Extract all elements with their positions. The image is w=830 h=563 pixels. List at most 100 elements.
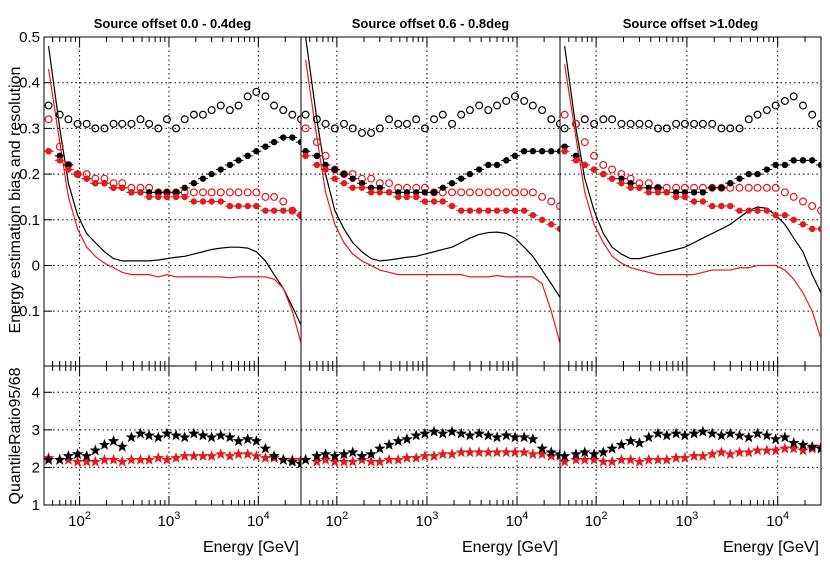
ratio-star-black [268, 450, 280, 462]
resolution-point-red-filled [439, 198, 446, 205]
resolution-point-red-open [279, 197, 288, 206]
resolution-point-black-filled [412, 189, 420, 196]
ratio-star-black [482, 429, 495, 441]
resolution-point-black-filled [699, 189, 707, 196]
ratio-star-black [215, 429, 227, 441]
resolution-point-black-filled [376, 184, 384, 191]
resolution-point-red-filled [645, 189, 652, 196]
resolution-point-black-filled [430, 189, 438, 196]
x-tick-label: 104 [766, 510, 789, 530]
resolution-point-red-open [599, 160, 608, 169]
ratio-star-black [401, 433, 413, 445]
x-tick-exponent: 3 [432, 510, 438, 522]
resolution-point-red-filled [590, 166, 598, 173]
ratio-star-black [455, 427, 467, 439]
resolution-point-black-filled [493, 161, 501, 169]
ratio-star-black [197, 429, 209, 441]
resolution-point-black-open [708, 119, 717, 128]
ratio-star-red [215, 448, 227, 460]
x-tick-label: 104 [506, 510, 529, 530]
resolution-point-black-filled [681, 189, 689, 196]
resolution-point-black-open [735, 124, 744, 133]
resolution-point-red-open [808, 202, 817, 211]
resolution-point-black-open [109, 119, 118, 128]
resolution-point-black-filled [466, 170, 474, 178]
y-tick-label: 0.3 [19, 120, 40, 137]
resolution-point-red-filled [340, 180, 348, 187]
ratio-star-black [688, 427, 700, 439]
resolution-point-red-open [780, 188, 789, 197]
resolution-point-red-filled [244, 202, 251, 210]
bottom-plot-data [44, 427, 301, 469]
ratio-star-red [688, 450, 700, 462]
ratio-star-red [338, 455, 350, 467]
ratio-star-black [787, 437, 800, 448]
resolution-point-black-open [484, 106, 493, 115]
resolution-point-red-filled [302, 152, 309, 160]
ratio-star-red [733, 446, 746, 458]
ratio-star-black [419, 427, 431, 439]
ratio-star-red [697, 450, 709, 462]
panel-title: Source offset 0.6 - 0.8deg [352, 16, 510, 31]
ratio-star-red [761, 444, 773, 456]
ratio-star-black [606, 442, 618, 454]
resolution-point-black-open [216, 101, 225, 110]
resolution-point-red-filled [280, 207, 287, 214]
resolution-point-red-filled [367, 189, 375, 196]
ratio-star-red [365, 455, 377, 467]
ratio-star-black [116, 440, 128, 452]
ratio-star-black [179, 431, 191, 443]
resolution-point-red-open [753, 183, 762, 192]
resolution-point-black-filled [485, 161, 492, 169]
panel-1: -0.1 0 0.1 0.2 0.3 0.4 0.5 1 2 3 4 102 103 104 Energy … [14, 16, 302, 556]
ratio-star-black [98, 438, 111, 450]
resolution-point-black-filled [556, 148, 560, 155]
resolution-point-black-filled [262, 143, 269, 150]
resolution-point-black-open [348, 124, 357, 133]
resolution-point-black-open [590, 119, 599, 128]
y-tick-label: 0.1 [19, 212, 40, 229]
resolution-point-black-open [385, 115, 394, 124]
ratio-star-black [706, 427, 718, 439]
resolution-point-red-filled [358, 184, 366, 191]
resolution-point-red-filled [763, 207, 771, 214]
resolution-point-black-open [189, 110, 198, 119]
resolution-point-red-filled [226, 202, 234, 210]
ratio-star-black [724, 427, 736, 439]
resolution-point-red-filled [331, 175, 339, 182]
resolution-point-black-open [753, 110, 762, 119]
ratio-star-red [570, 453, 582, 465]
resolution-point-red-open [475, 188, 484, 197]
ratio-star-black [374, 442, 386, 454]
x-tick-label: 102 [325, 510, 348, 530]
ratio-star-red [392, 453, 404, 465]
resolution-point-black-filled [718, 184, 725, 191]
ratio-star-black [319, 448, 332, 460]
resolution-point-red-filled [235, 202, 242, 210]
bias-line-black [564, 46, 821, 294]
resolution-point-black-filled [163, 189, 171, 196]
resolution-point-black-open [635, 119, 644, 128]
resolution-point-black-open [580, 115, 589, 124]
ratio-star-red [419, 450, 431, 462]
resolution-point-black-open [162, 115, 171, 124]
resolution-point-red-filled [457, 207, 465, 214]
resolution-point-red-open [571, 119, 580, 128]
ratio-star-red [473, 446, 485, 458]
ratio-star-red [724, 448, 736, 460]
resolution-point-red-filled [790, 216, 797, 223]
ratio-star-red [560, 455, 571, 467]
ratio-star-black [527, 433, 539, 445]
resolution-point-red-filled [181, 193, 188, 201]
x-minor-ticks [43, 37, 302, 505]
resolution-point-red-filled [289, 207, 296, 214]
ratio-star-black [259, 442, 272, 454]
resolution-point-red-open [385, 179, 394, 188]
resolution-point-black-filled [745, 170, 752, 178]
resolution-point-red-filled [163, 193, 171, 201]
ratio-star-black [464, 429, 476, 441]
grid [301, 37, 560, 505]
ratio-star-red [706, 448, 718, 460]
resolution-point-red-open [367, 174, 376, 183]
ratio-star-red [383, 453, 395, 465]
